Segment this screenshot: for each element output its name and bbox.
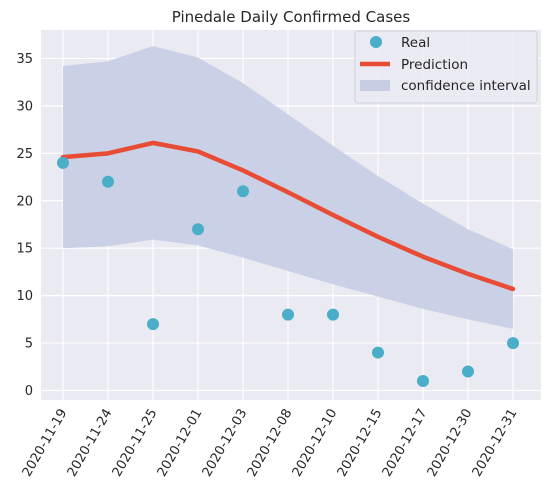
x-tick-label: 2020-12-31: [470, 407, 521, 480]
real-data-point: [462, 365, 474, 378]
legend: Real Prediction confidence interval: [354, 30, 538, 104]
real-data-point: [327, 308, 339, 321]
y-tick-label: 0: [25, 384, 33, 399]
x-tick-label: 2020-11-24: [65, 407, 116, 480]
y-tick-labels: 0 5 10 15 20 25 30 35: [16, 52, 33, 399]
y-tick-label: 30: [16, 99, 33, 114]
legend-prediction-label: Prediction: [401, 57, 468, 73]
real-points-layer: [57, 156, 519, 388]
x-tick-label: 2020-11-25: [110, 407, 161, 480]
real-data-point: [192, 223, 204, 236]
prediction-line-layer: [60, 140, 516, 292]
x-tick-label: 2020-12-10: [290, 407, 341, 480]
real-data-point: [507, 337, 519, 350]
y-tick-label: 20: [16, 194, 33, 209]
x-tick-label: 2020-12-01: [155, 407, 206, 480]
x-tick-label: 2020-12-08: [245, 407, 296, 480]
legend-box: [354, 30, 538, 104]
y-tick-label: 5: [25, 337, 33, 352]
y-tick-label: 10: [16, 289, 33, 304]
x-tick-label: 2020-12-03: [200, 407, 251, 480]
y-tick-label: 15: [16, 242, 33, 257]
real-data-point: [372, 346, 384, 359]
y-tick-label: 35: [16, 52, 33, 67]
confidence-band-layer: [63, 46, 513, 329]
x-tick-label: 2020-12-30: [425, 407, 476, 480]
real-data-point: [102, 175, 114, 188]
legend-ci-swatch: [360, 80, 390, 91]
chart-title: Pinedale Daily Confirmed Cases: [172, 8, 411, 26]
real-data-point: [282, 308, 294, 321]
x-tick-label: 2020-12-15: [335, 407, 386, 480]
legend-ci-label: confidence interval: [401, 78, 531, 94]
x-tick-label: 2020-11-19: [20, 407, 71, 480]
confidence-interval-band: [63, 46, 513, 329]
real-data-point: [147, 318, 159, 331]
prediction-line: [60, 140, 516, 292]
x-tick-labels: 2020-11-192020-11-242020-11-252020-12-01…: [20, 407, 521, 480]
y-tick-label: 25: [16, 147, 33, 162]
legend-real-label: Real: [401, 35, 430, 51]
real-data-point: [237, 185, 249, 198]
real-data-point: [57, 156, 69, 169]
x-tick-label: 2020-12-17: [380, 407, 431, 480]
legend-real-marker: [370, 36, 382, 48]
real-data-point: [417, 375, 429, 388]
